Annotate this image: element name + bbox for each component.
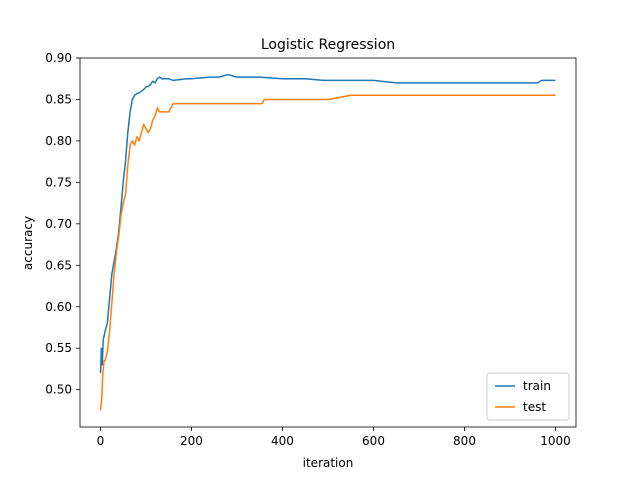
x-tick-label: 800	[453, 434, 476, 448]
y-tick-label: 0.80	[45, 134, 72, 148]
plot-area	[79, 57, 577, 428]
y-tick-label: 0.70	[45, 217, 72, 231]
x-axis: 0 200 400 600 800 1000	[97, 427, 571, 448]
legend-label-test: test	[523, 400, 546, 414]
y-tick-label: 0.60	[45, 300, 72, 314]
legend-label-train: train	[523, 379, 551, 393]
y-tick-label: 0.55	[45, 341, 72, 355]
series-line-test	[99, 94, 556, 411]
series-group	[99, 73, 556, 411]
x-axis-label: iteration	[303, 456, 354, 470]
x-tick-label: 200	[180, 434, 203, 448]
x-tick-label: 0	[97, 434, 105, 448]
y-tick-label: 0.90	[45, 51, 72, 65]
plot-frame	[79, 57, 577, 428]
series-line-train	[99, 73, 556, 374]
y-tick-label: 0.85	[45, 92, 72, 106]
legend-box	[486, 372, 570, 421]
chart-title: Logistic Regression	[261, 37, 395, 53]
y-tick-label: 0.75	[45, 175, 72, 189]
y-tick-label: 0.65	[45, 258, 72, 272]
x-tick-label: 1000	[540, 434, 571, 448]
x-tick-label: 600	[362, 434, 385, 448]
y-tick-label: 0.50	[45, 383, 72, 397]
x-tick-label: 400	[271, 434, 294, 448]
y-axis: 0.50 0.55 0.60 0.65 0.70 0.75 0.80 0.85 0.90	[45, 51, 80, 397]
legend: train test	[486, 372, 570, 421]
y-axis-label: accuracy	[21, 216, 35, 270]
